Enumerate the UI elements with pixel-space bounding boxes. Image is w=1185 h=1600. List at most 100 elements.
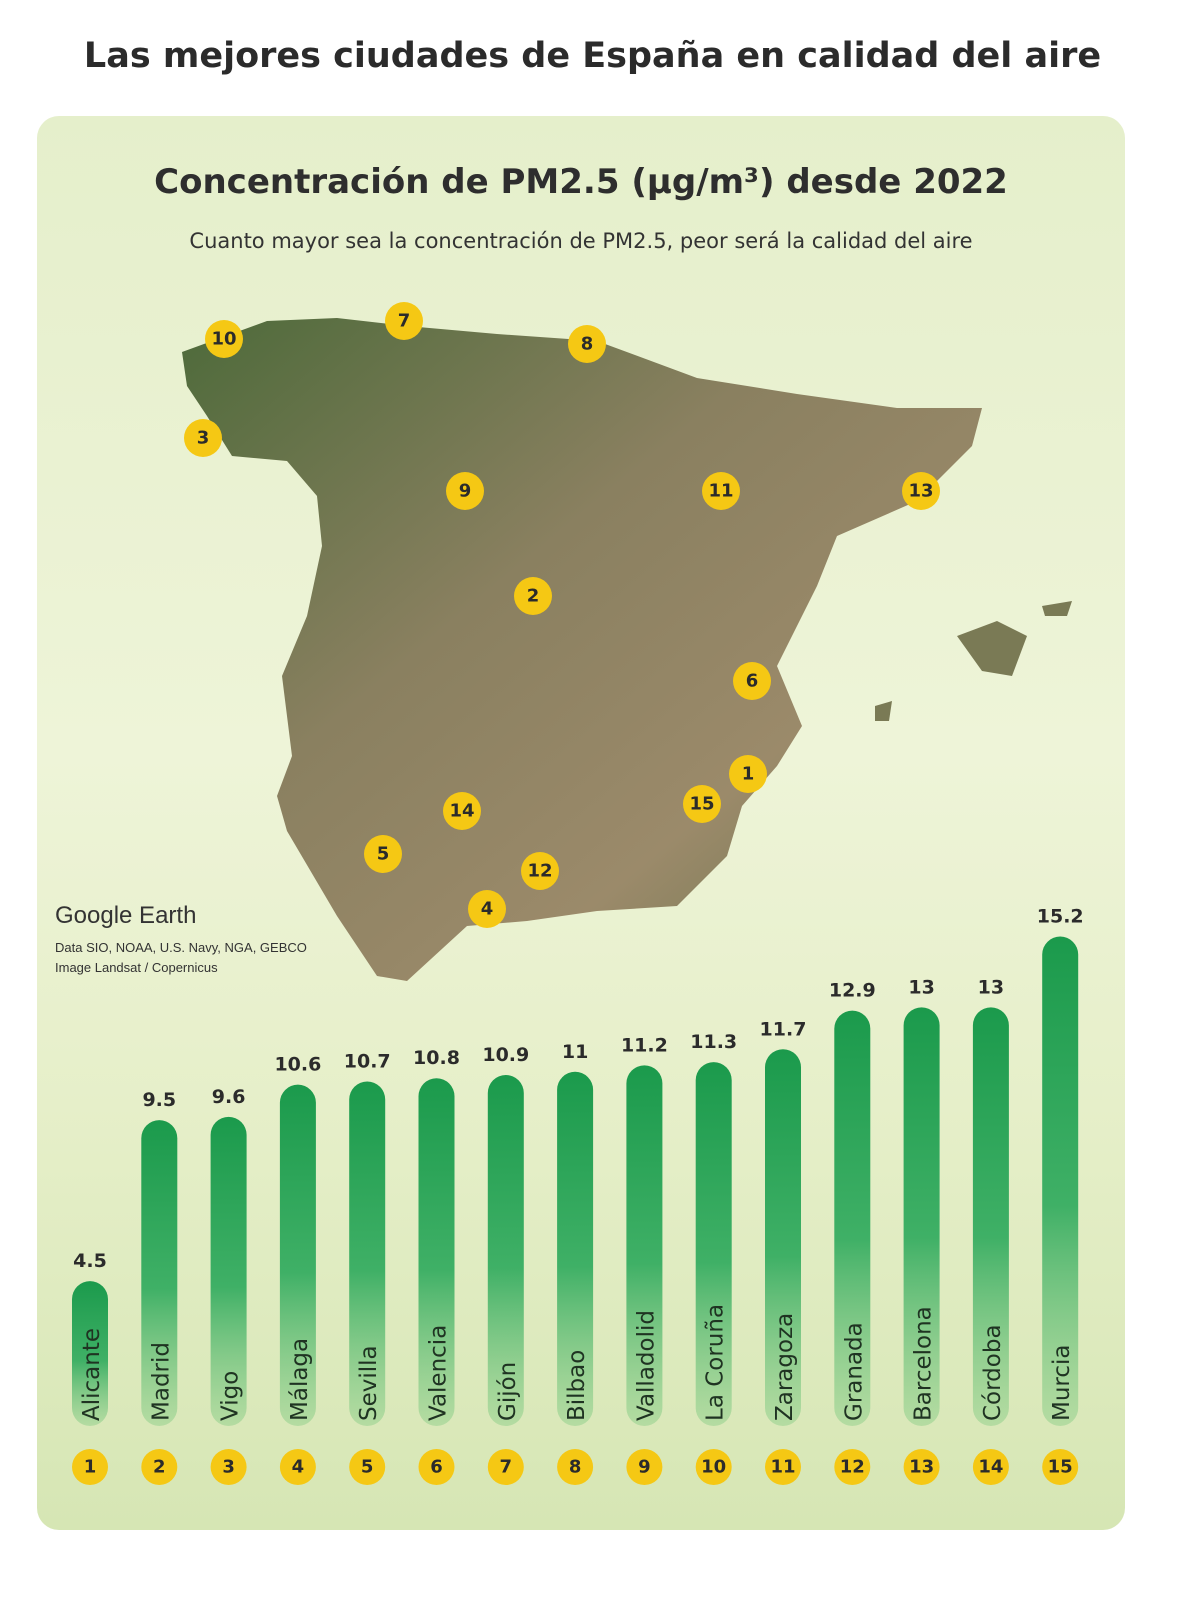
- bar-value-label: 10.6: [274, 1054, 321, 1076]
- map-marker-7[interactable]: 7: [385, 302, 423, 340]
- map-credit-data: Data SIO, NOAA, U.S. Navy, NGA, GEBCO: [55, 940, 307, 955]
- map-marker-circle: [521, 852, 559, 890]
- map-marker-6[interactable]: 6: [733, 662, 771, 700]
- rank-badge-label: 5: [361, 1457, 374, 1478]
- map-marker-circle: [902, 472, 940, 510]
- map-marker-4[interactable]: 4: [468, 890, 506, 928]
- bar-value-label: 11: [562, 1041, 588, 1063]
- bar-category-label: Sevilla: [356, 1345, 382, 1421]
- bar-value-label: 9.6: [212, 1086, 246, 1108]
- map-marker-10[interactable]: 10: [205, 320, 243, 358]
- mallorca-shape: [957, 621, 1027, 676]
- map-marker-11[interactable]: 11: [702, 472, 740, 510]
- map-marker-circle: [514, 577, 552, 615]
- bar-category-label: Córdoba: [980, 1324, 1006, 1421]
- bar: [210, 1116, 247, 1426]
- main-title: Las mejores ciudades de España en calida…: [83, 36, 1102, 76]
- bar-category-label: Vigo: [218, 1371, 244, 1421]
- map-marker-2[interactable]: 2: [514, 577, 552, 615]
- bar-value-label: 13: [978, 976, 1004, 998]
- bar-value-label: 4.5: [73, 1250, 107, 1272]
- map-marker-14[interactable]: 14: [443, 792, 481, 830]
- rank-badge: [210, 1449, 247, 1485]
- bar-value-label: 10.8: [413, 1047, 460, 1069]
- rank-badge-label: 3: [222, 1457, 235, 1478]
- bar: [487, 1075, 524, 1426]
- infographic-panel: 1 2 3 4 5 6 7 8 9 10 11 12 13 14 15 Concentración de P…: [37, 116, 1125, 1530]
- iberian-peninsula-shape: [182, 318, 982, 981]
- bar-category-label: Alicante: [79, 1328, 105, 1421]
- bar-group-Gijón: 10.9 Gijón 7: [482, 1044, 529, 1485]
- map-marker-12[interactable]: 12: [521, 852, 559, 890]
- rank-badge: [418, 1449, 455, 1485]
- bar: [279, 1084, 316, 1426]
- bar-group-La Coruña: 11.3 La Coruña 10: [690, 1031, 737, 1485]
- bar-category-label: Murcia: [1049, 1344, 1075, 1421]
- map-marker-8[interactable]: 8: [568, 325, 606, 363]
- bar-value-label: 12.9: [829, 980, 876, 1002]
- bar-group-Córdoba: 13 Córdoba 14: [972, 976, 1009, 1485]
- rank-badge: [487, 1449, 524, 1485]
- map-marker-1[interactable]: 1: [729, 755, 767, 793]
- rank-badge-label: 8: [569, 1457, 582, 1478]
- bar: [418, 1078, 455, 1426]
- rank-badge: [279, 1449, 316, 1485]
- bar-group-Alicante: 4.5 Alicante 1: [72, 1250, 108, 1485]
- map-marker-13[interactable]: 13: [902, 472, 940, 510]
- map-marker-label: 8: [581, 334, 594, 355]
- rank-badge: [349, 1449, 386, 1485]
- map-marker-label: 7: [398, 311, 411, 332]
- rank-badge: [972, 1449, 1009, 1485]
- bar-group-Madrid: 9.5 Madrid 2: [141, 1089, 178, 1485]
- bar: [903, 1007, 940, 1426]
- map-marker-5[interactable]: 5: [364, 835, 402, 873]
- map-marker-15[interactable]: 15: [683, 785, 721, 823]
- map-marker-label: 1: [742, 764, 755, 785]
- chart-title: Concentración de PM2.5 (µg/m³) desde 202…: [154, 162, 1008, 202]
- chart-subtitle: Cuanto mayor sea la concentración de PM2…: [189, 229, 973, 253]
- bar: [626, 1065, 663, 1426]
- map-marker-circle: [184, 419, 222, 457]
- bar-group-Valladolid: 11.2 Valladolid 9: [621, 1034, 668, 1485]
- rank-badge: [765, 1449, 801, 1485]
- bar-value-label: 10.9: [482, 1044, 529, 1066]
- bar-value-label: 15.2: [1037, 906, 1084, 928]
- map-marker-circle: [443, 792, 481, 830]
- map-marker-label: 10: [211, 329, 236, 350]
- bar-group-Vigo: 9.6 Vigo 3: [210, 1086, 247, 1485]
- map-credit-image: Image Landsat / Copernicus: [55, 960, 218, 975]
- bar-value-label: 11.7: [760, 1018, 807, 1040]
- map-marker-9[interactable]: 9: [446, 472, 484, 510]
- rank-badge: [834, 1449, 871, 1485]
- map-marker-3[interactable]: 3: [184, 419, 222, 457]
- rank-badge-label: 15: [1048, 1457, 1073, 1478]
- bar-group-Sevilla: 10.7 Sevilla 5: [344, 1050, 391, 1485]
- bar: [972, 1007, 1009, 1426]
- bar-value-label: 13: [908, 976, 934, 998]
- bar: [141, 1120, 178, 1426]
- map-marker-circle: [385, 302, 423, 340]
- rank-badge: [1042, 1449, 1079, 1485]
- bar: [349, 1081, 386, 1426]
- bar-group-Bilbao: 11 Bilbao 8: [557, 1041, 594, 1485]
- map-marker-label: 15: [689, 794, 714, 815]
- rank-badge: [626, 1449, 663, 1485]
- map-marker-circle: [205, 320, 243, 358]
- bar-category-label: Madrid: [148, 1342, 174, 1421]
- bar-value-label: 10.7: [344, 1050, 391, 1072]
- rank-badge-label: 14: [978, 1457, 1003, 1478]
- bar: [557, 1071, 594, 1426]
- bar: [72, 1281, 108, 1426]
- rank-badge: [557, 1449, 594, 1485]
- bar-category-label: Granada: [841, 1322, 867, 1421]
- map-marker-circle: [683, 785, 721, 823]
- bar-group-Barcelona: 13 Barcelona 13: [903, 976, 940, 1485]
- rank-badge-label: 10: [701, 1457, 726, 1478]
- map-marker-label: 14: [449, 801, 474, 822]
- map-marker-label: 9: [459, 481, 472, 502]
- rank-badge-label: 2: [153, 1457, 166, 1478]
- bar-group-Málaga: 10.6 Málaga 4: [274, 1054, 321, 1485]
- bar-group-Granada: 12.9 Granada 12: [829, 980, 876, 1485]
- map-marker-circle: [729, 755, 767, 793]
